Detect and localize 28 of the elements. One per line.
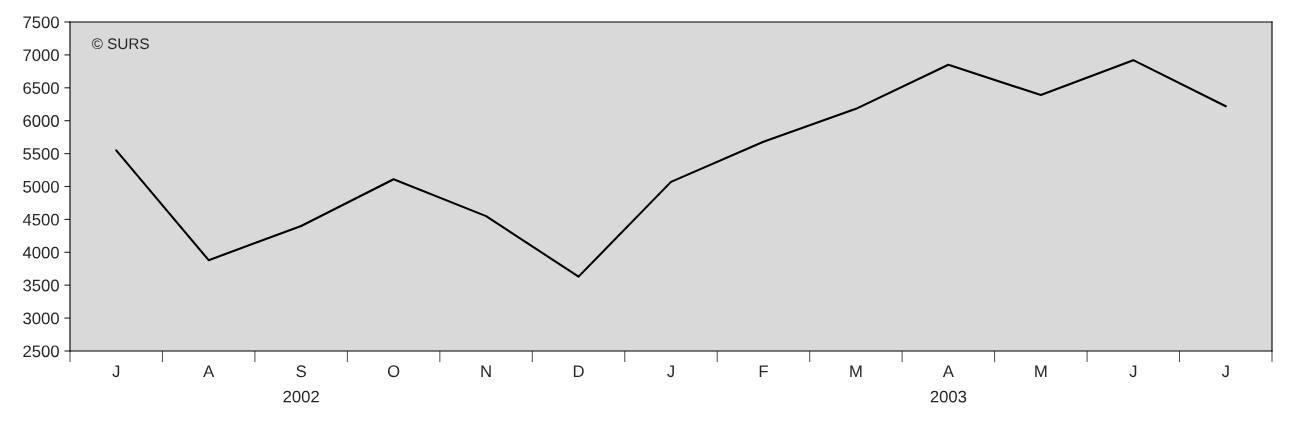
line-series — [115, 59, 1227, 278]
annotation: © SURS — [91, 38, 149, 50]
x-tick-label: A — [942, 365, 954, 377]
x-tick-label: O — [387, 365, 400, 378]
x-tick-label: J — [667, 365, 674, 378]
y-tick-label: 6000 — [23, 115, 59, 127]
x-tick-label: F — [759, 365, 768, 377]
x-tick-label: J — [112, 365, 120, 378]
x-tick-label: M — [850, 365, 862, 377]
y-tick-label: 4000 — [22, 246, 59, 259]
y-tick-label: 7500 — [23, 16, 59, 29]
x-tick-label: N — [481, 365, 491, 377]
x-tick-label: S — [296, 365, 306, 378]
y-tick-label: 5000 — [23, 180, 59, 193]
text: 2002 — [283, 390, 319, 403]
y-tick-label: 4500 — [22, 213, 59, 226]
y-tick-label: 3500 — [23, 279, 59, 292]
y-tick-label: 2500 — [23, 345, 59, 358]
y-tick-label: 6500 — [23, 82, 59, 94]
x-tick-label: D — [573, 365, 584, 377]
y-tick-label: 3000 — [23, 312, 59, 325]
text: 2003 — [930, 390, 967, 403]
x-tick-label: J — [1129, 365, 1137, 378]
y-tick-label: 7000 — [23, 49, 59, 62]
x-tick-label: J — [1221, 365, 1229, 378]
y-tick-label: 5500 — [23, 148, 59, 160]
x-tick-label: M — [1035, 365, 1047, 377]
x-tick-label: A — [203, 365, 215, 377]
